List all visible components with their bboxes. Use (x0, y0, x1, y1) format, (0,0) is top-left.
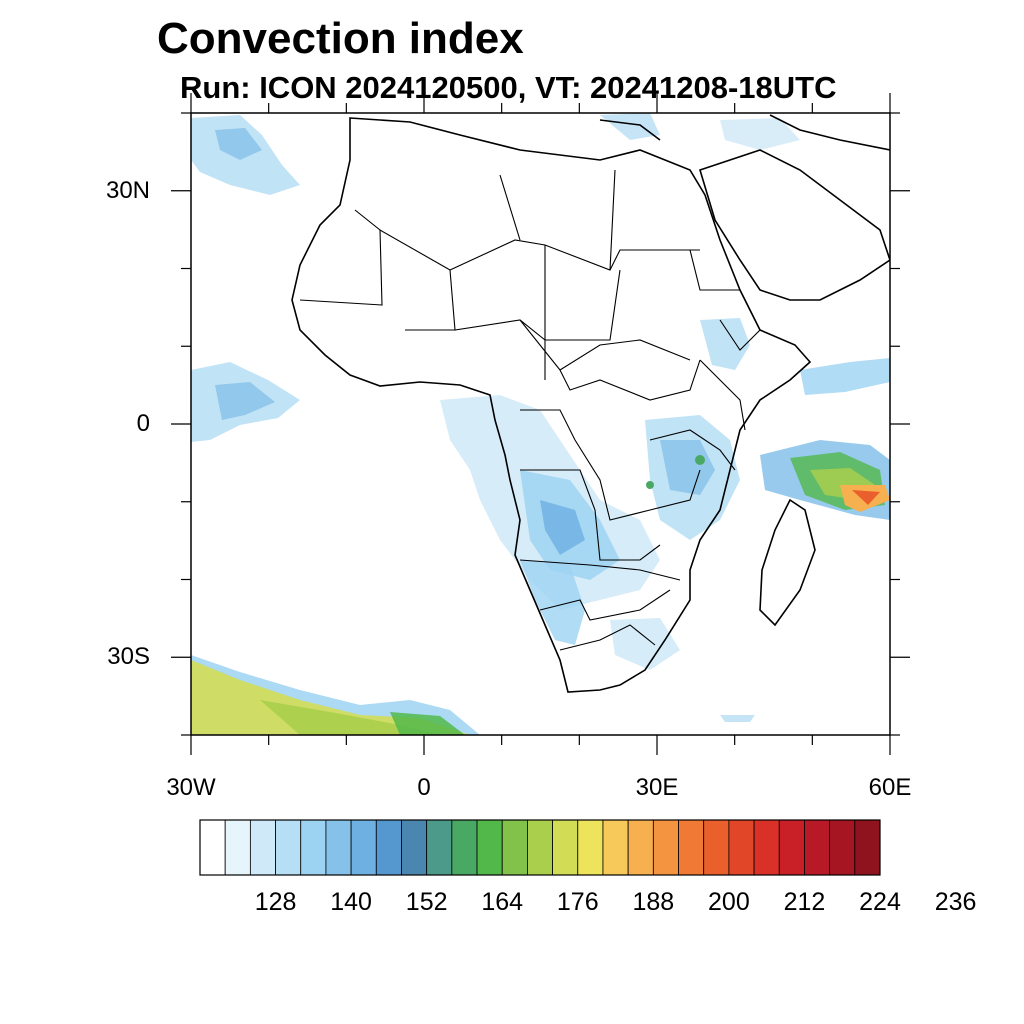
colorbar-swatch (753, 819, 780, 876)
colorbar-swatch (778, 819, 805, 876)
africa-outline (291, 117, 812, 693)
colorbar-swatch (602, 819, 629, 876)
colorbar-label: 200 (708, 888, 750, 916)
colorbar-swatch (703, 819, 730, 876)
colorbar-swatch (325, 819, 352, 876)
colorbar-swatch (401, 819, 428, 876)
colorbar-swatch (501, 819, 528, 876)
colorbar-label: 164 (481, 888, 524, 916)
colorbar-swatch (728, 819, 755, 876)
x-tick-label: 0 (417, 774, 431, 801)
colorbar-label: 212 (783, 888, 826, 916)
colorbar-swatch (350, 819, 377, 876)
colorbar-swatch (804, 819, 831, 876)
colorbar-swatch (678, 819, 705, 876)
colorbar-label: 128 (254, 888, 297, 916)
colorbar-label: 236 (934, 888, 977, 916)
colorbar-swatch (275, 819, 302, 876)
colorbar-swatch (476, 819, 503, 876)
colorbar-frame (199, 819, 881, 876)
colorbar-label: 188 (632, 888, 675, 916)
colorbar-swatch (249, 819, 276, 876)
colorbar-swatch (224, 819, 251, 876)
colorbar-swatch (199, 819, 226, 876)
colorbar-swatch (829, 819, 856, 876)
colorbar-swatch (426, 819, 453, 876)
y-tick-label: 0 (136, 410, 150, 437)
map-subtitle: Run: ICON 2024120500, VT: 20241208-18UTC (180, 70, 837, 105)
x-tick-label: 30E (635, 774, 679, 801)
y-tick-label: 30S (107, 643, 150, 671)
colorbar-swatch (300, 819, 327, 876)
colorbar-swatch (375, 819, 402, 876)
colorbar-swatch (577, 819, 604, 876)
map-title: Convection index (157, 14, 524, 63)
colorbar-swatch (527, 819, 553, 876)
colorbar-swatch (854, 819, 881, 876)
coastlines (291, 114, 890, 693)
colorbar-swatch (652, 819, 679, 876)
y-tick-label: 30N (105, 176, 150, 204)
colorbar-swatch (552, 819, 579, 876)
x-tick-label: 30W (166, 774, 216, 801)
x-tick-label: 60E (868, 774, 912, 801)
arabia-outline (699, 149, 890, 301)
colorbar-label: 140 (330, 888, 372, 916)
colorbar (199, 819, 881, 876)
colorbar-swatch (451, 819, 478, 876)
colorbar-label: 224 (859, 888, 901, 916)
country-borders (299, 169, 761, 651)
madagascar-outline (759, 498, 816, 627)
colorbar-swatch (627, 819, 654, 876)
colorbar-label: 176 (556, 888, 599, 916)
colorbar-label: 152 (405, 888, 448, 916)
convection-field (191, 113, 890, 735)
axis-tickmarks (171, 93, 910, 755)
